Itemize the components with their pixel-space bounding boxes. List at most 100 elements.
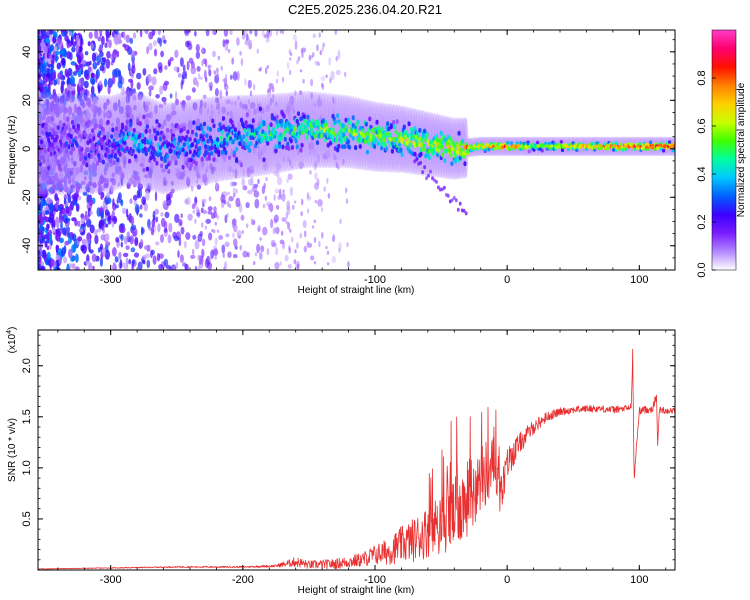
spectrogram-cell [230,101,234,106]
spectrogram-cell [227,191,230,196]
spectrogram-ridge-halo [418,109,423,176]
spectrogram-cell [117,182,121,187]
spectrogram-cell [147,73,152,83]
spectrogram-cell [275,30,279,36]
spectrogram-cell [92,136,96,141]
spectrogram-cell [123,252,129,258]
spectrogram-cell [120,226,126,234]
spectrogram-cell [148,42,153,51]
spectrogram-cell [138,132,142,138]
spectrogram-cell [106,51,111,59]
spectrogram-cell [170,154,176,162]
spectrogram-cell [133,252,140,258]
spectrogram-cell [118,73,123,84]
spectrogram-cell [254,252,258,257]
spectrogram-cell [136,82,141,90]
spectrogram-cell [132,127,136,133]
y-tick-label: 20 [21,94,33,106]
spectrogram-cell [320,75,326,82]
spectrogram-ridge-halo [38,91,42,197]
spectrogram-cell [40,30,47,37]
spectrogram-cell [266,65,269,69]
spectrogram-cell [286,178,289,184]
spectrogram-cell [247,167,250,173]
spectrogram-cell [298,90,303,96]
spectrogram-cell [319,114,323,121]
spectrogram-cell [112,50,117,60]
spectrogram-cell [139,94,142,100]
spectrogram-cell [317,199,323,207]
spectrogram-cell [98,80,103,86]
spectrogram-cell [306,192,310,199]
spectrogram-cell [244,78,247,86]
colorbar: 0.0 0.2 0.4 0.6 0.8 Normalized spectral ampl… [696,29,747,278]
spectrogram-cell [61,143,65,149]
spectrogram-ridge-halo [77,93,82,195]
spectrogram-cell [117,165,122,173]
spectrogram-cell [337,49,341,60]
spectrogram-cell [160,163,164,169]
spectrogram-cell [45,100,50,111]
spectrogram-cell [137,183,143,191]
spectrogram-cell [130,72,134,79]
snr-x-axis-label: Height of straight line (km) [298,585,415,596]
spectrogram-cell [164,164,169,170]
spectrogram-cell [124,44,130,52]
spectrogram-cell [331,127,335,132]
spectrogram-cell [165,114,171,122]
y-tick-label: 2.0 [21,358,33,373]
spectrogram-cell [280,230,284,236]
spectrogram-ridge-halo [254,94,260,177]
spectrogram-cell [144,174,149,179]
spectrogram-cell [100,141,104,146]
spectrogram-cell [266,141,270,146]
spectrogram-cell [89,153,94,159]
spectrogram-cell [202,94,207,99]
spectrogram-cell [188,57,194,64]
spectrogram-cell [194,239,200,250]
spectrogram-cell [184,198,189,205]
spectrogram-cell [276,204,280,210]
spectrogram-cell [42,42,46,52]
colorbar-tick-label: 0.2 [696,214,708,229]
spectrogram-cell [195,51,201,59]
spectrogram-cell [101,159,105,165]
spectrogram-cell [148,85,154,91]
spectrogram-cell [345,198,349,204]
spectrogram-cell [244,137,248,143]
spectrogram-cell [305,134,309,140]
spectrogram-cell [137,261,143,270]
spectrogram-cell [303,245,307,253]
spectrogram-cell [90,72,95,78]
spectrogram-cell [86,112,91,118]
spectrogram-cell [139,213,143,218]
spectrogram-cell [106,119,110,125]
spectrogram-cell [194,160,198,166]
spectrogram-cell [449,136,453,142]
spectrogram-cell [260,245,265,253]
spectrogram-cell [63,166,67,171]
spectrogram-cell [232,150,236,156]
spectrogram-cell [317,61,320,67]
spectrogram-cell [72,41,77,47]
spectrogram-cell [315,140,320,146]
spectrogram-cell [296,263,300,270]
spectrogram-cell [38,30,41,35]
spectrogram-cell [185,151,189,157]
spectrogram-cell [382,137,386,143]
spectrogram-cell [235,158,239,164]
spectrogram-cell [192,248,195,255]
spectrogram-cell [312,33,316,38]
spectrogram-cell [346,139,350,145]
spectrogram-cell [151,125,154,130]
spectrogram-cell [111,217,117,223]
snr-y-axis-label: SNR (10 * v/v) [7,418,18,482]
spectrogram-cell [313,103,316,107]
spectrogram-cell [321,82,324,88]
spectrogram-cell [351,115,355,121]
spectrogram-cell [64,141,69,146]
spectrogram-cell [313,134,317,139]
spectrogram-cell [287,221,291,230]
spectrogram-cell [285,220,288,225]
spectrogram-cell [394,129,398,135]
